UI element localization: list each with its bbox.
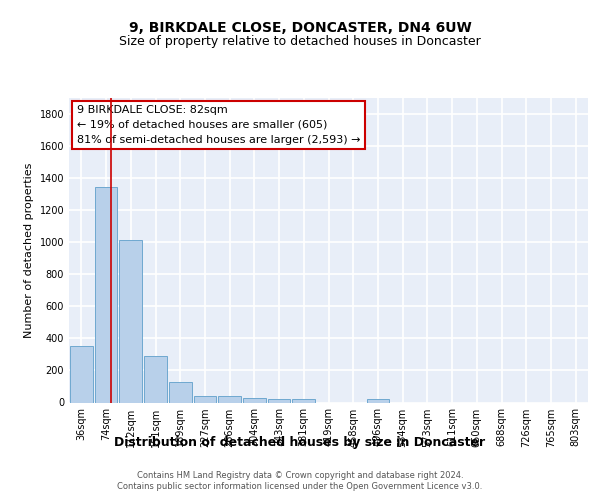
Text: Size of property relative to detached houses in Doncaster: Size of property relative to detached ho… (119, 34, 481, 48)
Bar (119, 240, 142, 402)
Bar (243, 398, 266, 402)
Y-axis label: Number of detached properties: Number of detached properties (24, 162, 34, 338)
Bar (218, 396, 241, 402)
Bar (169, 382, 191, 402)
Bar (144, 356, 167, 403)
Bar (95, 186, 118, 402)
Bar (194, 396, 216, 402)
Text: Contains HM Land Registry data © Crown copyright and database right 2024.
Contai: Contains HM Land Registry data © Crown c… (118, 472, 482, 490)
Text: 9, BIRKDALE CLOSE, DONCASTER, DN4 6UW: 9, BIRKDALE CLOSE, DONCASTER, DN4 6UW (128, 20, 472, 34)
Bar (70, 346, 93, 403)
Bar (268, 400, 290, 402)
Bar (292, 400, 315, 402)
Text: Distribution of detached houses by size in Doncaster: Distribution of detached houses by size … (115, 436, 485, 449)
Bar (367, 400, 389, 402)
Text: 9 BIRKDALE CLOSE: 82sqm
← 19% of detached houses are smaller (605)
81% of semi-d: 9 BIRKDALE CLOSE: 82sqm ← 19% of detache… (77, 105, 360, 144)
